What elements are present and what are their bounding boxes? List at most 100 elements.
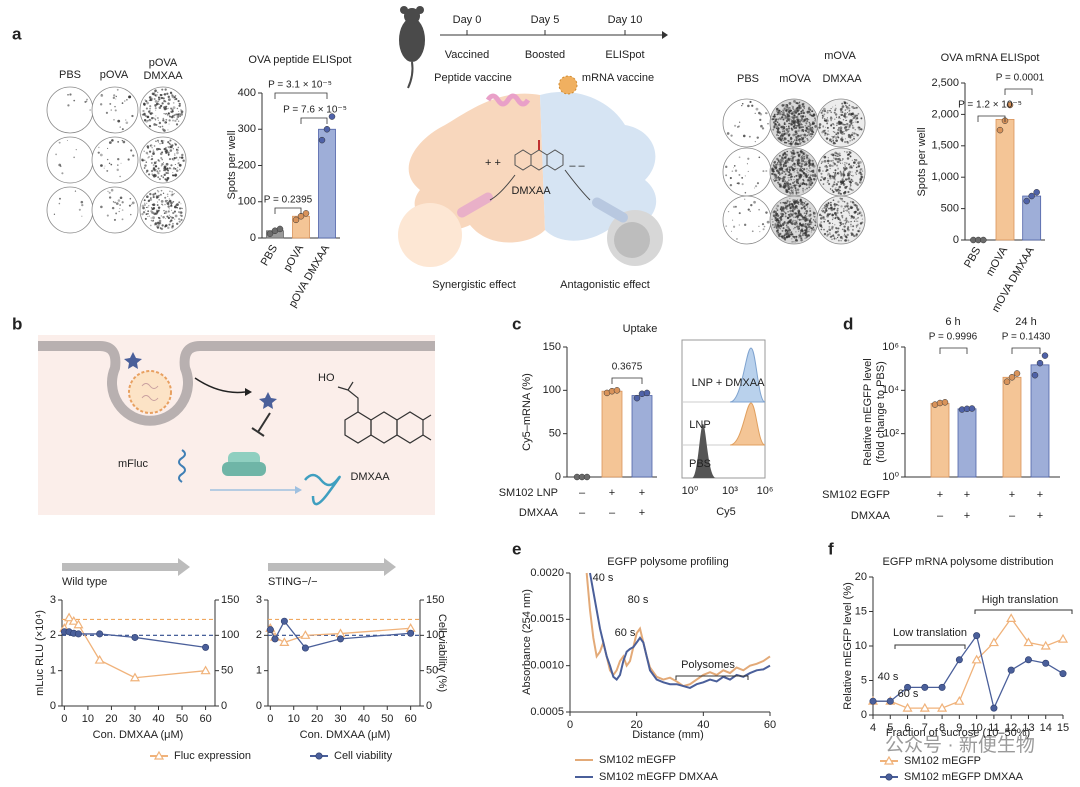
spot (810, 217, 812, 220)
spot (781, 215, 783, 217)
spot (169, 220, 171, 223)
spot (758, 208, 760, 211)
spot (837, 200, 840, 204)
spot (835, 133, 837, 136)
spot (160, 164, 163, 167)
spot (843, 239, 846, 242)
spot (792, 216, 795, 219)
spot (839, 170, 842, 173)
spot (805, 126, 808, 129)
x-axis-label: Cy5 (716, 506, 736, 518)
spot (821, 131, 824, 134)
spot (802, 136, 804, 138)
y-axis-label: Absorbance (254 nm) (521, 589, 533, 695)
inhibition (251, 412, 271, 437)
spot (171, 158, 174, 160)
spot (747, 104, 750, 108)
spot (844, 116, 846, 119)
spot (800, 110, 803, 113)
arrow (489, 174, 516, 201)
condition-arrow (62, 558, 190, 576)
spot (58, 141, 61, 144)
condition-sign: + (639, 507, 645, 519)
spot (781, 209, 784, 211)
spot (169, 115, 172, 118)
spot (788, 120, 790, 122)
spot (112, 96, 115, 100)
spot (142, 211, 146, 214)
spot (802, 234, 804, 236)
spot (848, 166, 852, 169)
x-tick-label: 15 (1057, 722, 1069, 734)
legend-marker (885, 773, 893, 781)
spot (791, 128, 794, 131)
spot (795, 184, 798, 187)
data-point (996, 126, 1004, 134)
spot (127, 158, 130, 161)
spot (808, 118, 810, 121)
spot (161, 151, 164, 154)
spot (812, 170, 815, 174)
x-tick-label: 10⁶ (757, 485, 774, 497)
spot (808, 157, 810, 160)
spot (146, 169, 149, 173)
spot (774, 180, 776, 183)
spot (780, 139, 783, 142)
spot (166, 193, 169, 196)
spot (791, 203, 794, 206)
spot (804, 207, 807, 210)
marker (954, 695, 965, 705)
panel-label: e (512, 539, 521, 558)
spot (824, 129, 826, 132)
spot (78, 208, 81, 211)
diagram-label: mRNA vaccine (582, 72, 654, 84)
spot (793, 171, 795, 173)
spot (849, 136, 852, 139)
spot (158, 219, 162, 223)
spot (796, 201, 799, 205)
spot (841, 139, 844, 142)
spot (856, 208, 859, 212)
spot (845, 217, 848, 219)
spot (106, 169, 109, 172)
spot (782, 163, 785, 166)
spot (805, 115, 807, 117)
spot (832, 136, 834, 138)
spot (801, 167, 804, 170)
spot (793, 108, 795, 111)
spot (172, 168, 174, 170)
spot (784, 212, 787, 215)
spot (845, 218, 847, 220)
spot (854, 171, 857, 174)
spot (839, 121, 843, 125)
spot (747, 170, 749, 172)
spot (808, 159, 811, 162)
spot (836, 160, 840, 164)
spot (150, 97, 152, 99)
spot (105, 111, 109, 114)
spot (781, 132, 783, 134)
spot (149, 198, 153, 201)
range-bar (894, 644, 966, 649)
spot (804, 129, 807, 132)
spot (802, 120, 804, 123)
spot (803, 157, 806, 160)
spot (780, 177, 783, 180)
spot (790, 231, 793, 234)
spot (730, 230, 733, 232)
spot (164, 196, 167, 199)
marker (64, 612, 75, 622)
spot (171, 114, 175, 117)
panel-label: a (12, 24, 22, 43)
spot (167, 153, 170, 156)
spot (852, 180, 854, 182)
spot (792, 133, 796, 137)
spot (59, 165, 62, 168)
mrna (178, 449, 186, 483)
spot (144, 164, 147, 167)
spot (813, 219, 815, 221)
spot (74, 190, 77, 192)
spot (172, 102, 175, 104)
spot (157, 159, 159, 161)
